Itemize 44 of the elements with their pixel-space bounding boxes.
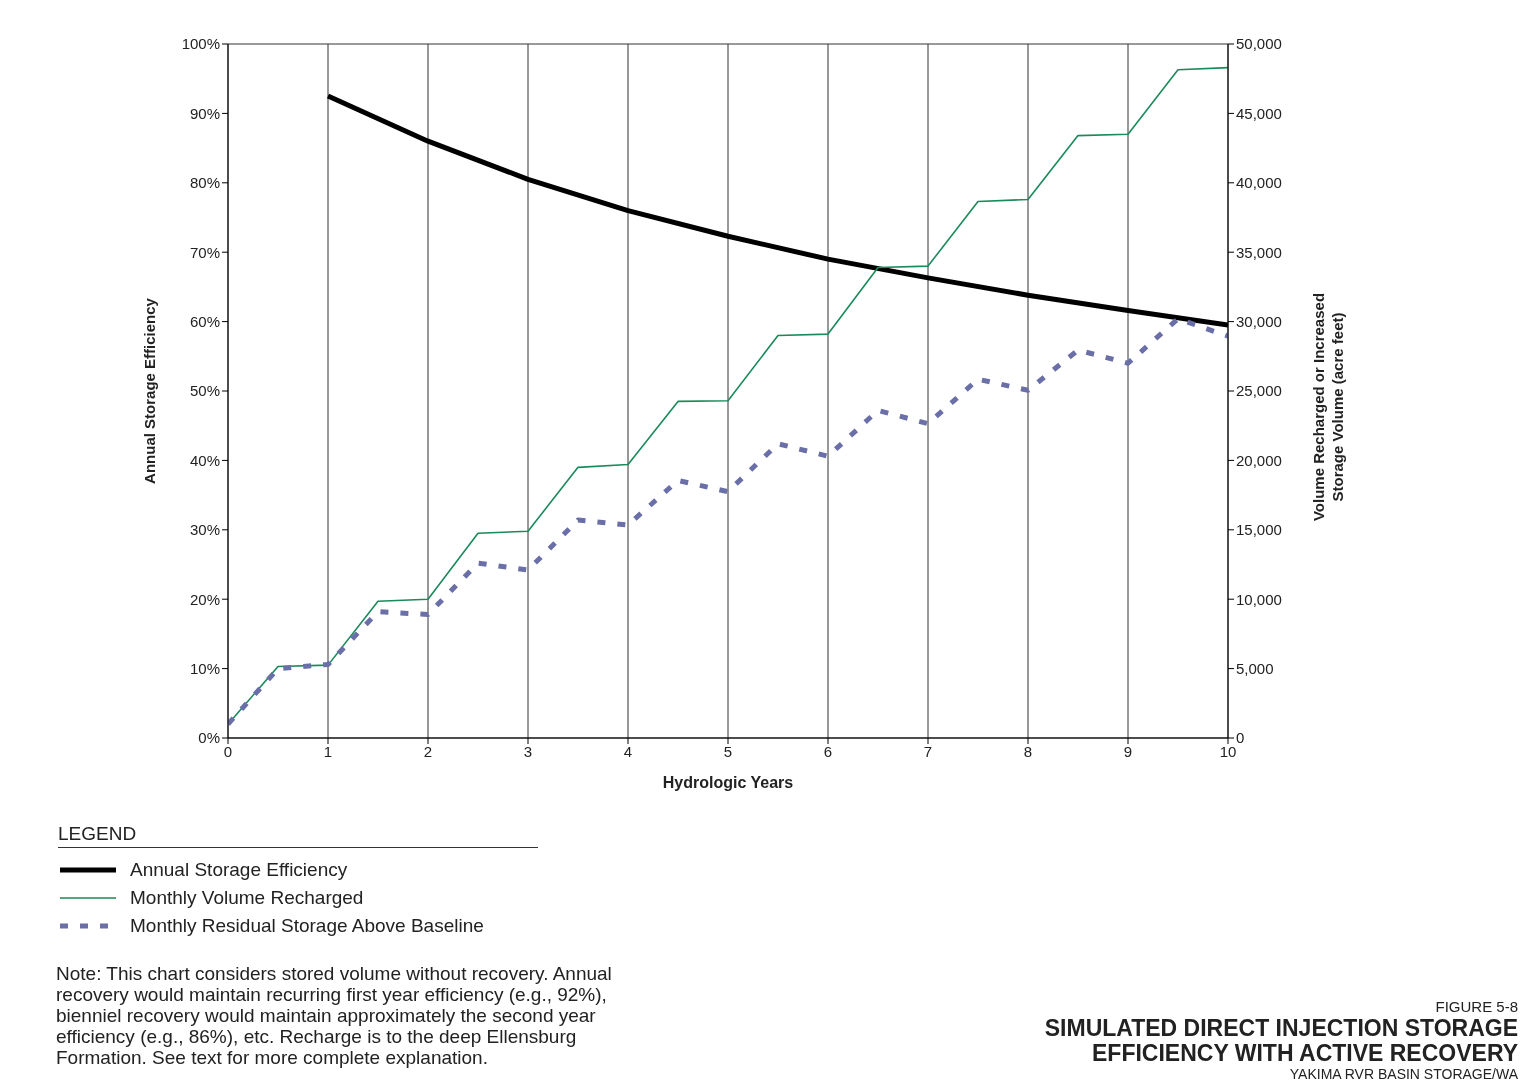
- y-tick-label: 10%: [189, 659, 220, 677]
- x-tick-label: 7: [923, 742, 933, 760]
- y-tick-label: 100%: [181, 35, 220, 53]
- x-tick-label: 0: [223, 742, 233, 760]
- y-tick-label: 80%: [189, 174, 220, 192]
- text: SIMULATED DIRECT INJECTION STORAGE EFFICIENCY WITH ACTIVE RECOVERY: [1043, 1015, 1518, 1066]
- y-tick-label: 20%: [189, 590, 220, 608]
- x-tick-label: 5: [723, 742, 733, 760]
- x-tick-label: 2: [423, 742, 433, 760]
- y2-tick-label: 50,000: [1236, 35, 1282, 53]
- text: Note: This chart considers stored volume without recovery. Annual recovery would maintain recurring first year efficiency (e.g., 92%), bienniel recovery would maintain approximately the second year efficiency (e.g., 86%), etc. Recharge is to the deep Ellensburg Formation. See text for more complete explanation.: [56, 963, 613, 1068]
- x-tick-label: 10: [1219, 742, 1237, 760]
- x-tick-label: 1: [323, 742, 333, 760]
- y-tick-label: 90%: [189, 104, 220, 122]
- y2-tick-label: 5,000: [1236, 659, 1274, 677]
- y2-tick-label: 35,000: [1236, 243, 1282, 261]
- x-tick-label: 4: [623, 742, 633, 760]
- y-tick-label: 30%: [189, 521, 220, 539]
- y-tick-label: 60%: [189, 312, 220, 330]
- y2-tick-label: 30,000: [1236, 312, 1282, 330]
- y2-tick-label: 45,000: [1236, 104, 1282, 122]
- x-tick-label: 8: [1023, 742, 1033, 760]
- y2-tick-label: 25,000: [1236, 382, 1282, 400]
- legend-title: LEGEND: [58, 823, 538, 848]
- y2-tick-label: 20,000: [1236, 451, 1282, 469]
- y2-tick-label: 40,000: [1236, 174, 1282, 192]
- legend-label: Monthly Residual Storage Above Baseline: [130, 915, 484, 937]
- y-tick-label: 70%: [189, 243, 220, 261]
- y2-tick-label: 15,000: [1236, 521, 1282, 539]
- y2-axis-title: Volume Recharged or Increased Storage Volume (acre feet): [1309, 291, 1347, 524]
- legend-label: Annual Storage Efficiency: [130, 859, 348, 881]
- legend-label: Monthly Volume Recharged: [130, 887, 364, 909]
- x-tick-label: 3: [523, 742, 533, 760]
- x-tick-label: 9: [1123, 742, 1133, 760]
- text: YAKIMA RVR BASIN STORAGE/WA: [1288, 1066, 1518, 1082]
- y-tick-label: 40%: [189, 451, 220, 469]
- x-tick-label: 6: [823, 742, 833, 760]
- y-axis-title: Annual Storage Efficiency: [141, 297, 159, 484]
- y2-tick-label: 0: [1236, 729, 1245, 747]
- y-tick-label: 0%: [198, 729, 220, 747]
- caption: FIGURE 5-8: [1435, 998, 1518, 1015]
- x-axis-title: Hydrologic Years: [662, 774, 794, 791]
- y2-tick-label: 10,000: [1236, 590, 1282, 608]
- y-tick-label: 50%: [189, 382, 220, 400]
